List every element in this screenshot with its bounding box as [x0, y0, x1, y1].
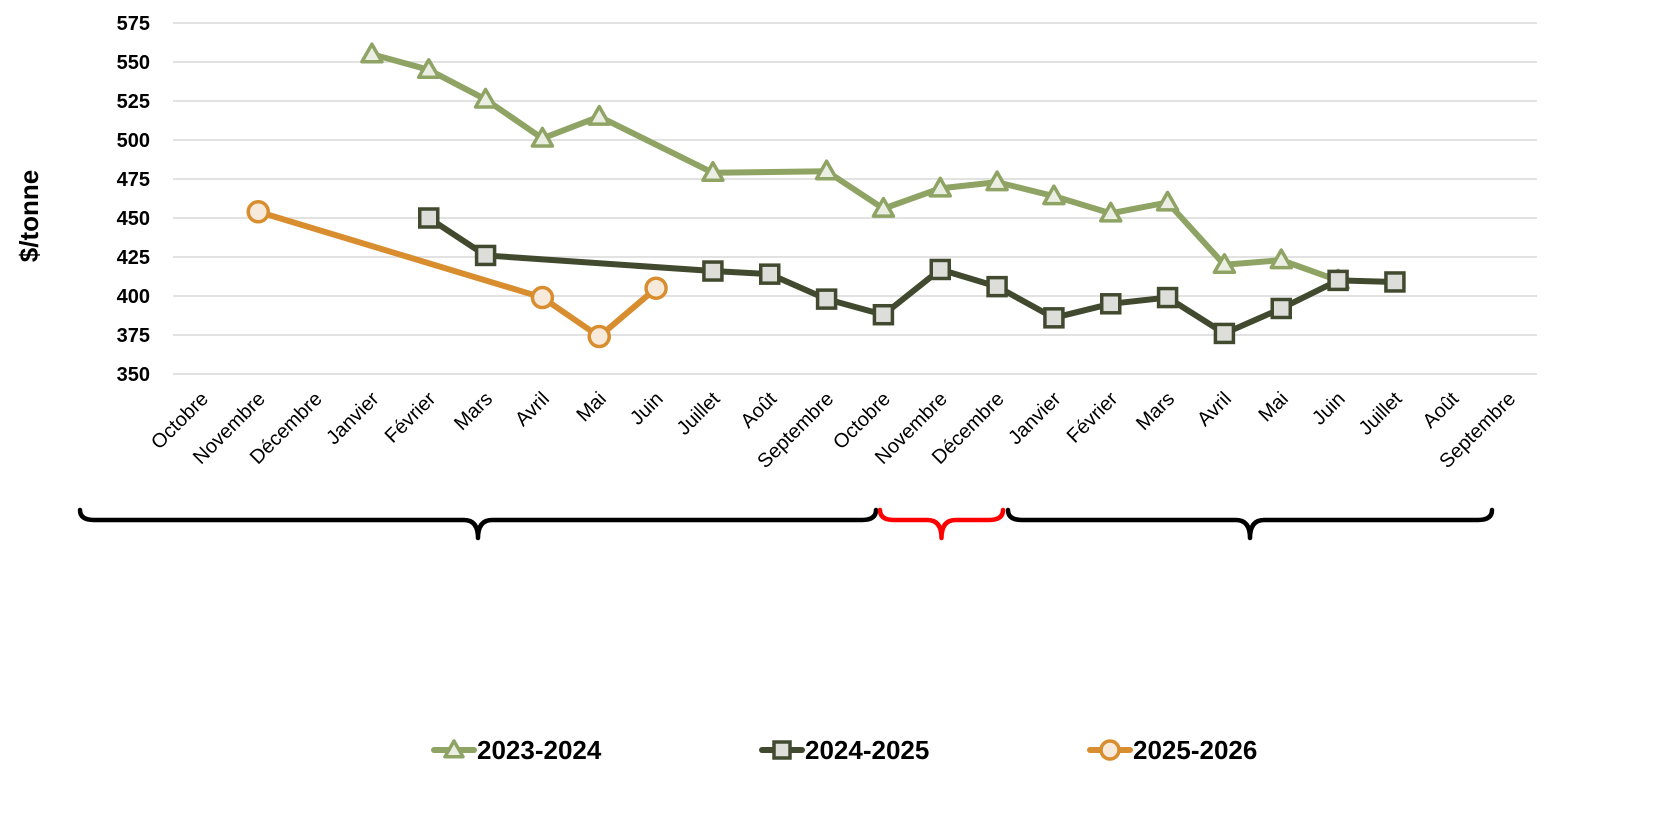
x-tick-label: Juin — [1308, 388, 1350, 430]
point-marker — [443, 739, 465, 759]
point-marker — [1100, 293, 1122, 315]
point-marker — [986, 275, 1008, 298]
point-marker — [1099, 201, 1123, 223]
point-marker — [1384, 271, 1406, 293]
point-marker — [1042, 184, 1066, 206]
legend-label: 2024-2025 — [805, 735, 929, 765]
series-line — [255, 208, 660, 340]
x-tick-label: Juillet — [673, 388, 725, 440]
x-tick-label: Avril — [511, 388, 554, 431]
legend-item: 2024-2025 — [759, 735, 929, 765]
y-tick-label: 375 — [117, 325, 150, 347]
y-tick-label: 575 — [117, 13, 150, 35]
x-tick-label: Août — [737, 388, 782, 433]
point-marker — [587, 104, 611, 126]
period-brace — [877, 507, 1006, 541]
point-marker — [1155, 190, 1180, 212]
period-brace — [77, 507, 879, 541]
y-tick-label: 475 — [117, 169, 150, 191]
point-marker — [246, 200, 270, 224]
legend: 2023-2024 2024-2025 2025-2026 — [431, 735, 1257, 765]
legend-item: 2025-2026 — [1087, 735, 1257, 765]
point-marker — [1327, 269, 1349, 292]
point-marker — [1099, 739, 1121, 761]
point-marker — [473, 87, 498, 109]
point-marker — [1270, 297, 1292, 320]
point-marker — [702, 260, 724, 282]
x-tick-label: Janvier — [1004, 388, 1065, 449]
point-marker — [474, 244, 497, 267]
y-axis-label: $/tonne — [14, 170, 44, 262]
x-tick-label: Juin — [626, 388, 668, 430]
x-tick-label: Mai — [572, 388, 610, 426]
point-marker — [929, 258, 951, 281]
y-tick-label: 450 — [117, 208, 150, 230]
point-marker — [928, 176, 952, 198]
point-marker — [644, 276, 668, 300]
point-marker — [360, 42, 384, 64]
point-marker — [701, 161, 725, 183]
series-2025-2026 — [246, 200, 668, 349]
x-tick-label: Mai — [1254, 388, 1292, 426]
x-tick-label: Mars — [1132, 388, 1179, 435]
y-axis-tick-labels: 350 375 400 425 450 475 500 525 550 575 — [117, 13, 150, 386]
point-marker — [815, 288, 838, 310]
x-tick-label: Avril — [1193, 388, 1236, 431]
point-marker — [418, 207, 440, 229]
y-tick-label: 350 — [117, 364, 150, 386]
point-marker — [587, 324, 611, 349]
y-tick-label: 525 — [117, 91, 150, 113]
point-marker — [985, 170, 1009, 192]
gridlines — [173, 22, 1537, 375]
y-tick-label: 550 — [117, 52, 150, 74]
period-braces — [77, 507, 1495, 541]
point-marker — [530, 285, 555, 310]
series-2024-2025 — [418, 207, 1406, 345]
series-lines — [246, 42, 1406, 349]
x-tick-label: Août — [1419, 388, 1464, 433]
point-marker — [417, 58, 441, 80]
y-tick-label: 425 — [117, 247, 150, 269]
series-line — [368, 51, 1342, 284]
x-tick-label: Février — [1063, 388, 1123, 448]
point-marker — [872, 303, 895, 326]
x-tick-label: Mars — [450, 388, 497, 435]
y-tick-label: 500 — [117, 130, 150, 152]
legend-item: 2023-2024 — [431, 735, 602, 765]
point-marker — [1043, 307, 1065, 329]
period-brace — [1005, 507, 1495, 541]
point-marker — [759, 263, 781, 285]
legend-label: 2025-2026 — [1133, 735, 1257, 765]
point-marker — [1213, 322, 1236, 345]
point-marker — [1212, 253, 1237, 275]
x-tick-label: Janvier — [322, 388, 383, 449]
point-marker — [1269, 248, 1293, 270]
point-marker — [530, 126, 555, 148]
point-marker — [772, 740, 792, 760]
y-tick-label: 400 — [117, 286, 150, 308]
x-tick-label: Juillet — [1355, 388, 1407, 440]
x-tick-label: Février — [381, 388, 441, 448]
point-marker — [871, 196, 896, 218]
point-marker — [1156, 286, 1179, 309]
series-2023-2024 — [360, 42, 1350, 290]
legend-label: 2023-2024 — [477, 735, 602, 765]
point-marker — [814, 159, 839, 181]
